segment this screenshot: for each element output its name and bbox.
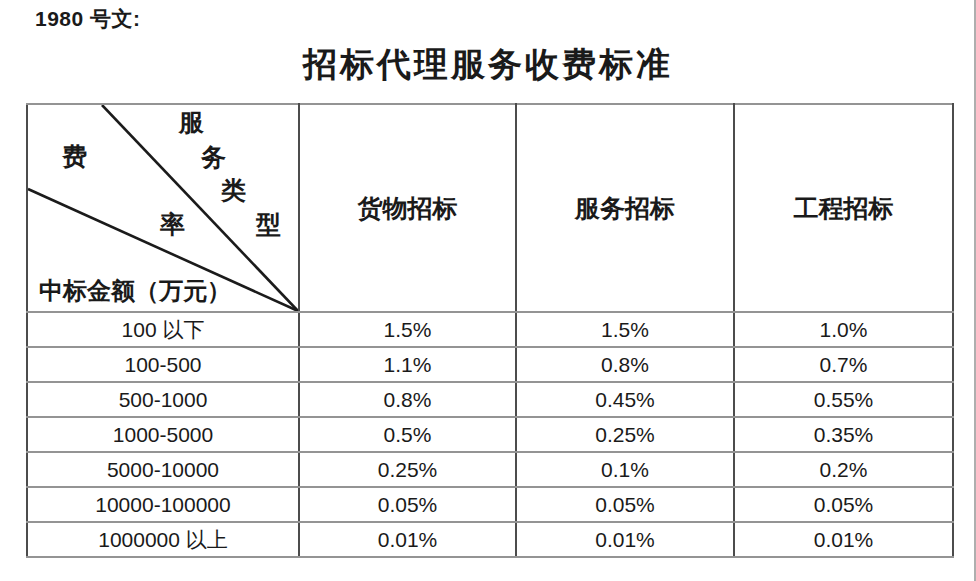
amount-range-cell: 10000-100000 xyxy=(27,487,299,522)
table-header-row: 服 务 类 型 费 率 中标金额（万元） 货物招标 服务招标 工程招标 xyxy=(27,104,953,312)
services-rate-cell: 1.5% xyxy=(516,312,734,347)
amount-range-cell: 500-1000 xyxy=(27,382,299,417)
goods-rate-cell: 0.25% xyxy=(299,452,516,487)
services-rate-cell: 0.05% xyxy=(516,487,734,522)
amount-range-cell: 1000-5000 xyxy=(27,417,299,452)
works-rate-cell: 1.0% xyxy=(734,312,953,347)
works-rate-cell: 0.05% xyxy=(734,487,953,522)
services-rate-cell: 0.25% xyxy=(516,417,734,452)
corner-fee-rate-char-1: 费 xyxy=(62,144,87,169)
table-row: 1000000 以上 0.01% 0.01% 0.01% xyxy=(27,522,953,557)
goods-rate-cell: 0.05% xyxy=(299,487,516,522)
services-rate-cell: 0.8% xyxy=(516,347,734,382)
works-rate-cell: 0.2% xyxy=(734,452,953,487)
corner-fee-rate-char-2: 率 xyxy=(160,212,185,237)
amount-range-cell: 100 以下 xyxy=(27,312,299,347)
document-page: 1980 号文: 招标代理服务收费标准 服 务 类 型 费 率 中标金额（万元）… xyxy=(0,0,976,581)
amount-range-cell: 1000000 以上 xyxy=(27,522,299,557)
goods-rate-cell: 1.5% xyxy=(299,312,516,347)
amount-range-cell: 5000-10000 xyxy=(27,452,299,487)
corner-service-type-char-4: 型 xyxy=(256,212,281,237)
table-row: 10000-100000 0.05% 0.05% 0.05% xyxy=(27,487,953,522)
column-header-goods: 货物招标 xyxy=(299,104,516,312)
services-rate-cell: 0.45% xyxy=(516,382,734,417)
works-rate-cell: 0.7% xyxy=(734,347,953,382)
table-row: 500-1000 0.8% 0.45% 0.55% xyxy=(27,382,953,417)
column-header-services: 服务招标 xyxy=(516,104,734,312)
table-row: 1000-5000 0.5% 0.25% 0.35% xyxy=(27,417,953,452)
services-rate-cell: 0.01% xyxy=(516,522,734,557)
works-rate-cell: 0.55% xyxy=(734,382,953,417)
works-rate-cell: 0.01% xyxy=(734,522,953,557)
table-row: 100 以下 1.5% 1.5% 1.0% xyxy=(27,312,953,347)
page-title: 招标代理服务收费标准 xyxy=(0,42,976,88)
corner-header-cell: 服 务 类 型 费 率 中标金额（万元） xyxy=(27,104,299,312)
goods-rate-cell: 0.8% xyxy=(299,382,516,417)
goods-rate-cell: 0.01% xyxy=(299,522,516,557)
corner-service-type-char-3: 类 xyxy=(221,178,246,203)
corner-service-type-char-1: 服 xyxy=(179,110,204,135)
corner-service-type-char-2: 务 xyxy=(201,145,226,170)
amount-range-cell: 100-500 xyxy=(27,347,299,382)
doc-ref-number: 1980 号文: xyxy=(35,5,141,33)
table-row: 5000-10000 0.25% 0.1% 0.2% xyxy=(27,452,953,487)
goods-rate-cell: 1.1% xyxy=(299,347,516,382)
services-rate-cell: 0.1% xyxy=(516,452,734,487)
column-header-works: 工程招标 xyxy=(734,104,953,312)
goods-rate-cell: 0.5% xyxy=(299,417,516,452)
corner-amount-axis-label: 中标金额（万元） xyxy=(39,278,231,304)
fee-table: 服 务 类 型 费 率 中标金额（万元） 货物招标 服务招标 工程招标 100 … xyxy=(26,103,954,558)
works-rate-cell: 0.35% xyxy=(734,417,953,452)
table-row: 100-500 1.1% 0.8% 0.7% xyxy=(27,347,953,382)
